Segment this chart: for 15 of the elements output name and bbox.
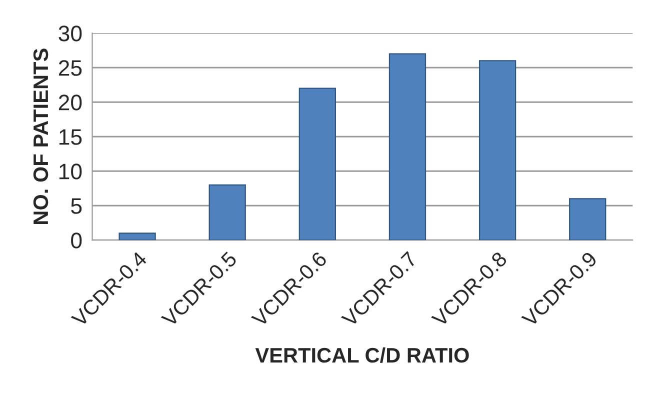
y-tick-label: 30	[58, 26, 82, 42]
y-tick-label: 5	[71, 198, 82, 214]
bar	[298, 88, 336, 240]
y-tick-label: 0	[71, 232, 82, 248]
y-tick-label: 25	[58, 60, 82, 76]
bar	[388, 53, 426, 240]
y-tick-label: 15	[60, 129, 82, 145]
bar	[569, 198, 606, 240]
y-tick-label: 20	[58, 94, 82, 110]
x-axis-title: VERTICAL C/D RATIO	[255, 347, 469, 363]
bar	[208, 184, 246, 240]
bar	[478, 60, 516, 240]
y-axis-title: NO. OF PATIENTS	[33, 48, 48, 224]
bar	[118, 232, 156, 240]
y-tick-label: 10	[60, 164, 82, 180]
